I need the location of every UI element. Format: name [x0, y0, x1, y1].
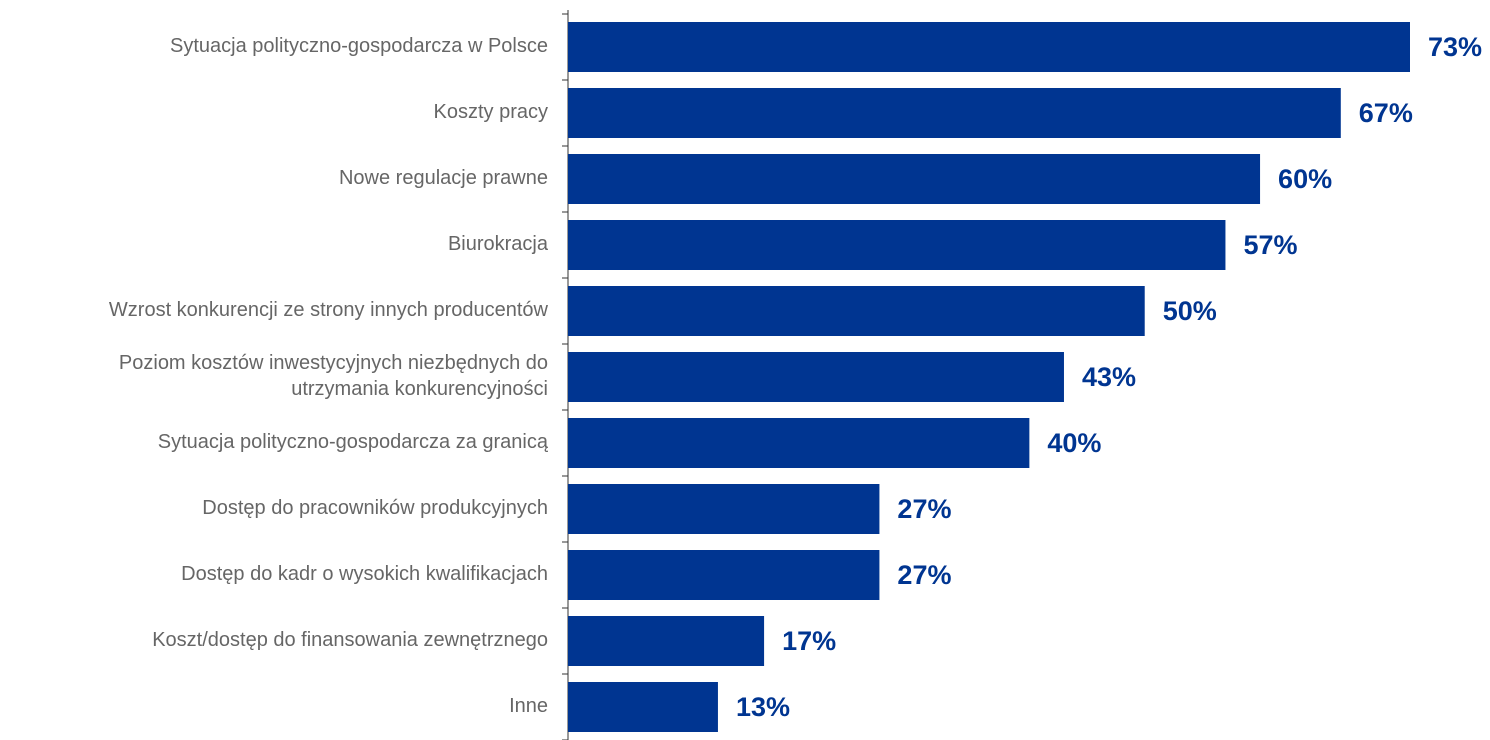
bar — [568, 484, 880, 534]
category-label: Sytuacja polityczno-gospodarcza za grani… — [158, 431, 549, 453]
bar — [568, 88, 1341, 138]
bar — [568, 418, 1030, 468]
value-label: 40% — [1047, 428, 1101, 458]
category-label: Inne — [509, 695, 548, 717]
value-label: 57% — [1243, 230, 1297, 260]
category-label: Dostęp do pracowników produkcyjnych — [202, 497, 548, 519]
category-label: Koszt/dostęp do finansowania zewnętrzneg… — [152, 629, 548, 651]
bar — [568, 220, 1226, 270]
value-label: 73% — [1428, 32, 1482, 62]
value-label: 27% — [897, 560, 951, 590]
category-label: Poziom kosztów inwestycyjnych niezbędnyc… — [119, 352, 548, 400]
value-label: 67% — [1359, 98, 1413, 128]
bar — [568, 286, 1145, 336]
category-label: Nowe regulacje prawne — [339, 167, 548, 189]
category-label: Dostęp do kadr o wysokich kwalifikacjach — [181, 563, 548, 585]
value-label: 60% — [1278, 164, 1332, 194]
bar — [568, 352, 1064, 402]
bar — [568, 682, 718, 732]
value-label: 50% — [1163, 296, 1217, 326]
bar — [568, 154, 1261, 204]
bar — [568, 550, 880, 600]
category-label: Wzrost konkurencji ze strony innych prod… — [109, 299, 549, 321]
value-label: 13% — [736, 692, 790, 722]
bar — [568, 22, 1410, 72]
category-label: Biurokracja — [448, 233, 549, 255]
value-label: 43% — [1082, 362, 1136, 392]
value-label: 27% — [897, 494, 951, 524]
bar — [568, 616, 765, 666]
category-label: Sytuacja polityczno-gospodarcza w Polsce — [170, 35, 548, 57]
category-label: Koszty pracy — [434, 101, 548, 123]
value-label: 17% — [782, 626, 836, 656]
